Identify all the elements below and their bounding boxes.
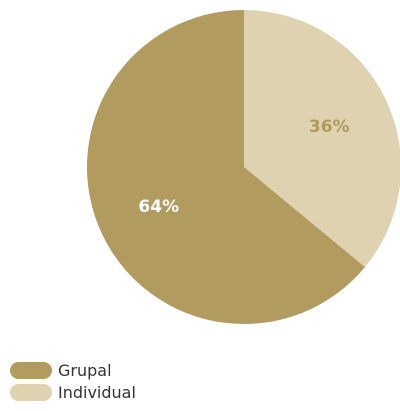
pie-slice-grupal [86,10,365,324]
legend-swatch-individual [10,383,52,401]
legend-item-individual: Individual [10,381,136,403]
pie-slice-individual [244,10,400,268]
legend-swatch-grupal [10,361,52,379]
slice-label-individual: 36% [309,117,350,137]
legend-item-grupal: Grupal [10,359,136,381]
legend: Grupal Individual [10,359,136,403]
legend-label-individual: Individual [58,382,136,402]
slice-label-grupal: 64% [138,197,179,217]
pie-chart: 36% 64% [86,10,400,324]
legend-label-grupal: Grupal [58,360,112,380]
